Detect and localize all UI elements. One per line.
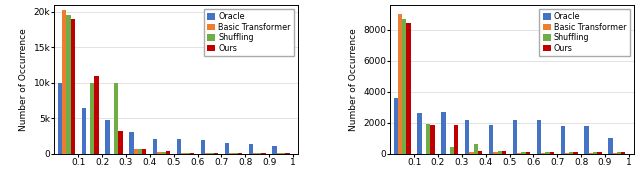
Bar xyxy=(177,139,181,154)
Bar xyxy=(474,144,478,154)
Bar xyxy=(209,153,214,154)
Bar xyxy=(273,146,276,154)
Legend: Oracle, Basic Transformer, Shuffling, Ours: Oracle, Basic Transformer, Shuffling, Ou… xyxy=(540,9,630,56)
Bar xyxy=(70,19,75,154)
Bar xyxy=(58,83,62,154)
Bar xyxy=(593,152,597,154)
Bar xyxy=(129,132,134,154)
Bar xyxy=(513,119,517,154)
Legend: Oracle, Basic Transformer, Shuffling, Ours: Oracle, Basic Transformer, Shuffling, Ou… xyxy=(204,9,294,56)
Bar xyxy=(276,153,281,154)
Bar xyxy=(498,151,502,154)
Bar xyxy=(465,119,470,154)
Bar xyxy=(285,153,290,154)
Bar xyxy=(561,127,565,154)
Bar xyxy=(493,152,498,154)
Bar xyxy=(214,153,218,154)
Bar xyxy=(257,153,262,154)
Bar xyxy=(234,153,237,154)
Bar xyxy=(229,153,234,154)
Bar xyxy=(248,144,253,154)
Bar xyxy=(406,23,411,154)
Bar xyxy=(81,108,86,154)
Bar xyxy=(537,120,541,154)
Y-axis label: Number of Occurrence: Number of Occurrence xyxy=(19,28,28,131)
Bar xyxy=(522,152,525,154)
Bar xyxy=(281,153,285,154)
Bar xyxy=(612,153,617,154)
Bar xyxy=(478,151,483,154)
Bar xyxy=(225,143,229,154)
Bar xyxy=(402,19,406,154)
Bar xyxy=(205,153,209,154)
Bar xyxy=(565,153,569,154)
Bar xyxy=(502,151,506,154)
Bar xyxy=(597,152,602,154)
Bar xyxy=(617,152,621,154)
Bar xyxy=(394,98,398,154)
Bar xyxy=(550,152,554,154)
Bar xyxy=(95,76,99,154)
Bar xyxy=(166,151,170,154)
Bar xyxy=(545,152,550,154)
Bar xyxy=(262,153,266,154)
Bar xyxy=(162,152,166,154)
Y-axis label: Number of Occurrence: Number of Occurrence xyxy=(349,28,358,131)
Bar xyxy=(106,120,109,154)
Bar xyxy=(181,153,186,154)
Bar xyxy=(569,152,573,154)
Bar xyxy=(67,15,70,154)
Bar xyxy=(573,152,578,154)
Bar xyxy=(450,147,454,154)
Bar xyxy=(584,127,589,154)
Bar xyxy=(541,153,545,154)
Bar xyxy=(90,83,95,154)
Bar xyxy=(489,125,493,154)
Bar xyxy=(621,152,625,154)
Bar xyxy=(426,124,430,154)
Bar xyxy=(118,131,123,154)
Bar xyxy=(237,153,242,154)
Bar xyxy=(114,83,118,154)
Bar xyxy=(589,153,593,154)
Bar xyxy=(454,125,458,154)
Bar xyxy=(417,113,422,154)
Bar xyxy=(517,153,522,154)
Bar xyxy=(442,112,445,154)
Bar xyxy=(134,149,138,154)
Bar xyxy=(525,152,530,154)
Bar xyxy=(470,152,474,154)
Bar xyxy=(157,152,162,154)
Bar xyxy=(62,11,67,154)
Bar xyxy=(190,153,194,154)
Bar xyxy=(186,153,190,154)
Bar xyxy=(253,153,257,154)
Bar xyxy=(608,138,612,154)
Bar xyxy=(153,139,157,154)
Bar xyxy=(201,140,205,154)
Bar xyxy=(142,149,147,154)
Bar xyxy=(138,149,142,154)
Bar xyxy=(398,14,402,154)
Bar xyxy=(430,125,435,154)
